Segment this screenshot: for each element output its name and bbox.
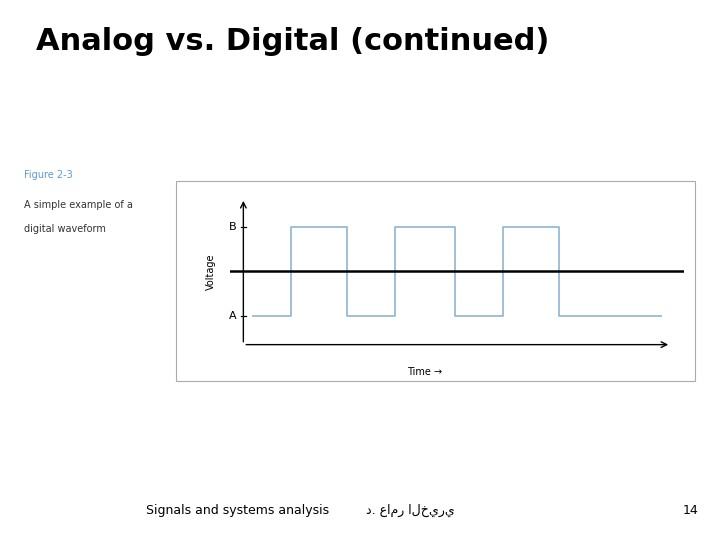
Text: A: A (229, 311, 237, 321)
Text: Analog vs. Digital (continued): Analog vs. Digital (continued) (36, 27, 549, 56)
Text: Figure 2-3: Figure 2-3 (24, 170, 73, 180)
Text: Signals and systems analysis: Signals and systems analysis (146, 504, 329, 517)
Text: A simple example of a: A simple example of a (24, 200, 132, 210)
Text: B: B (229, 222, 237, 232)
Text: Time →: Time → (408, 367, 442, 377)
Text: Voltage: Voltage (206, 253, 216, 289)
Text: 14: 14 (683, 504, 698, 517)
Text: digital waveform: digital waveform (24, 224, 106, 234)
Text: د. عامر الخيري: د. عامر الخيري (366, 504, 455, 517)
